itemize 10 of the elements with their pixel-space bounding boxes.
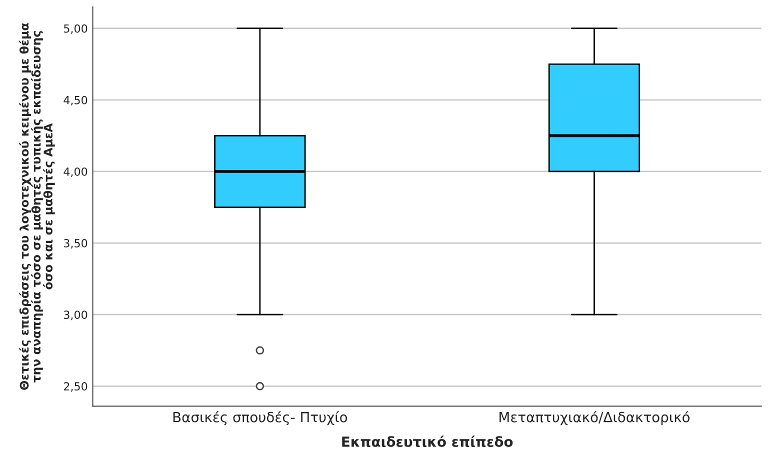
y-axis-title: Θετικές επιδράσεις του λογοτεχνικού κειμένου με θέμα την αναπηρία τόσο σε μαθητές τυπικής εκπαίδευσης όσο και σε μαθητές ΑμεΑ [19,23,55,390]
y-tick-label: 5,00 [64,24,88,34]
y-tick-label: 4,00 [64,167,88,177]
y-tick-label: 2,50 [64,382,88,392]
x-tick-label: Μεταπτυχιακό/Διδακτορικό [500,411,690,426]
y-tick-label: 4,50 [64,96,88,106]
x-tick-label: Βασικές σπουδές- Πτυχίο [173,411,348,426]
x-axis-title: Εκπαιδευτικό επίπεδο [342,436,513,448]
y-tick-label: 3,00 [64,310,88,320]
y-tick-label: 3,50 [64,239,88,249]
